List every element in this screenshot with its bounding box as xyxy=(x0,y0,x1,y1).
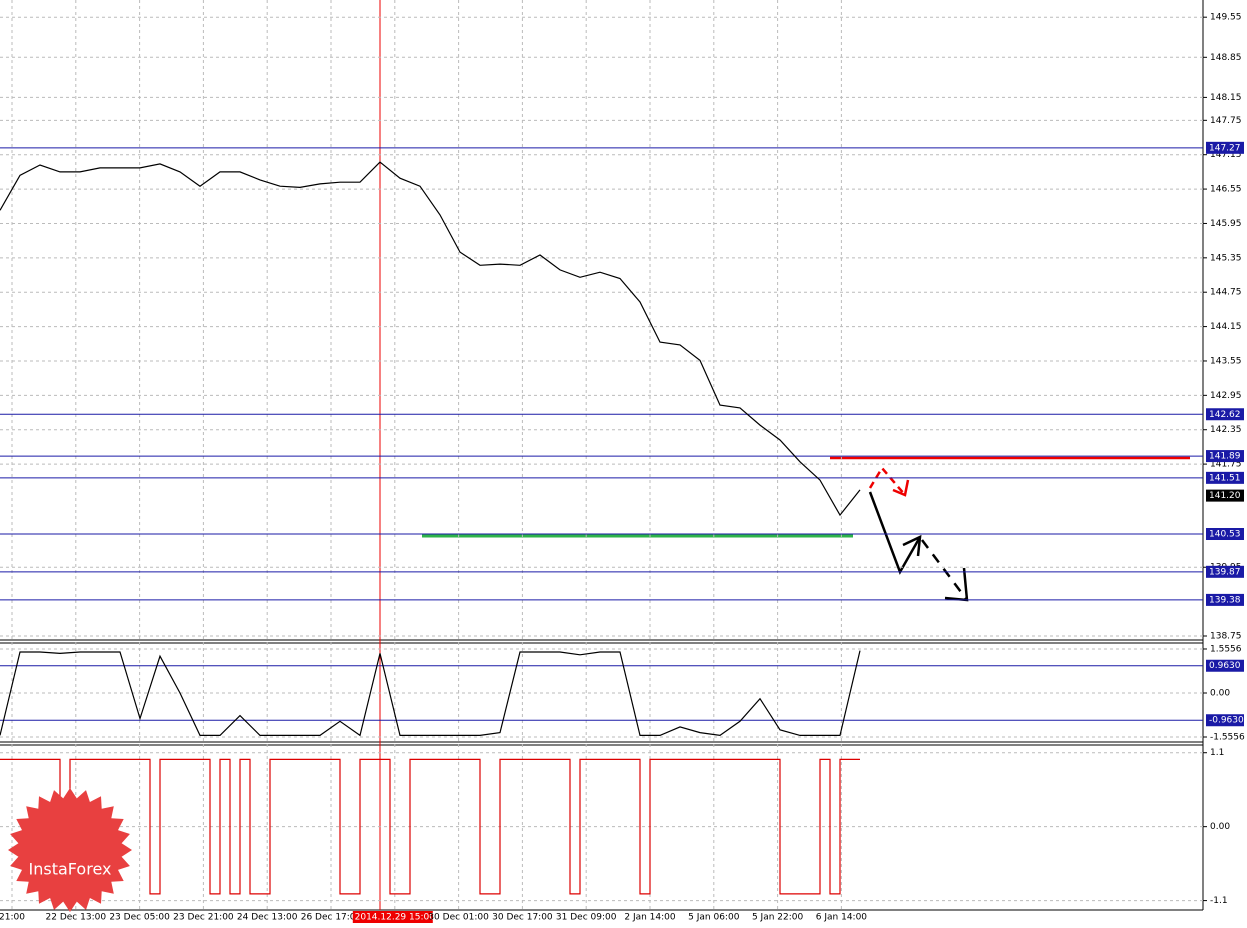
y-tick-label: 146.55 xyxy=(1210,185,1242,195)
current-price: 141.20 xyxy=(1209,491,1241,501)
y-tick-label: 144.75 xyxy=(1210,288,1242,298)
x-tick-label: 26 Dec 17:00 xyxy=(301,913,362,923)
cursor-label-bg xyxy=(352,911,433,923)
level-label-bg xyxy=(1206,565,1244,578)
y-tick-label: 142.35 xyxy=(1210,425,1242,435)
y-tick-label: 145.95 xyxy=(1210,219,1242,229)
x-tick-label: 22 Dec 13:00 xyxy=(46,913,107,923)
y-tick-label: 148.85 xyxy=(1210,53,1242,63)
x-tick-label: 2014.12.29 15:00 xyxy=(355,913,436,923)
level-label: 147.27 xyxy=(1209,143,1241,153)
x-tick-label: 31 Dec 09:00 xyxy=(556,913,617,923)
signal-line xyxy=(0,758,860,895)
x-tick-label: 2 Jan 14:00 xyxy=(624,913,676,923)
x-tick-label: 6 Jan 14:00 xyxy=(816,913,868,923)
y-tick-label: 144.15 xyxy=(1210,322,1242,332)
x-tick-label: 23 Dec 21:00 xyxy=(173,913,234,923)
y-tick-label: 0.00 xyxy=(1210,688,1230,698)
level-label-bg xyxy=(1206,141,1244,154)
price-line xyxy=(0,161,861,517)
level-label: 142.62 xyxy=(1209,410,1241,420)
level-label: -0.9630 xyxy=(1209,716,1244,726)
level-label: 140.53 xyxy=(1209,530,1241,540)
logo: InstaForex xyxy=(8,788,132,912)
x-tick-label: 30 Dec 17:00 xyxy=(492,913,553,923)
y-tick-label: -1.1 xyxy=(1210,896,1228,906)
y-tick-label: 1.1 xyxy=(1210,748,1224,758)
y-tick-label: -1.5556 xyxy=(1210,733,1245,743)
level-label: 139.38 xyxy=(1209,595,1241,605)
y-tick-label: 142.95 xyxy=(1210,391,1242,401)
x-tick-label: 21:00 xyxy=(0,913,25,923)
y-tick-label: 149.55 xyxy=(1210,13,1242,23)
x-tick-label: 30 Dec 01:00 xyxy=(428,913,489,923)
y-tick-label: 147.75 xyxy=(1210,116,1242,126)
x-tick-label: 5 Jan 22:00 xyxy=(752,913,804,923)
level-label: 141.89 xyxy=(1209,452,1241,462)
level-label: 141.51 xyxy=(1209,473,1241,483)
logo-badge xyxy=(8,788,132,912)
y-tick-label: 141.75 xyxy=(1210,460,1242,470)
price-line xyxy=(0,650,861,737)
y-tick-label: 143.55 xyxy=(1210,356,1242,366)
arrow-head xyxy=(902,534,922,557)
level-label: 139.87 xyxy=(1209,567,1241,577)
arrow-head xyxy=(892,479,910,497)
level-label-bg xyxy=(1206,471,1244,484)
y-tick-label: 138.75 xyxy=(1210,631,1242,641)
y-tick-label: 148.15 xyxy=(1210,93,1242,103)
x-tick-label: 24 Dec 13:00 xyxy=(237,913,298,923)
level-label: 0.9630 xyxy=(1209,661,1241,671)
y-tick-label: 145.35 xyxy=(1210,253,1242,263)
y-tick-label: 147.15 xyxy=(1210,150,1242,160)
x-tick-label: 23 Dec 05:00 xyxy=(109,913,170,923)
level-label-bg xyxy=(1206,593,1244,606)
level-label-bg xyxy=(1206,528,1244,541)
forecast-arrow xyxy=(921,539,968,601)
current-price-bg xyxy=(1206,489,1244,502)
level-label-bg xyxy=(1206,714,1244,727)
y-tick-label: 1.5556 xyxy=(1210,644,1242,654)
level-label-bg xyxy=(1206,408,1244,421)
watermark: InstaForex xyxy=(29,860,112,879)
x-tick-label: 5 Jan 06:00 xyxy=(688,913,740,923)
level-label-bg xyxy=(1206,450,1244,463)
y-tick-label: 0.00 xyxy=(1210,822,1230,832)
level-label-bg xyxy=(1206,659,1244,672)
